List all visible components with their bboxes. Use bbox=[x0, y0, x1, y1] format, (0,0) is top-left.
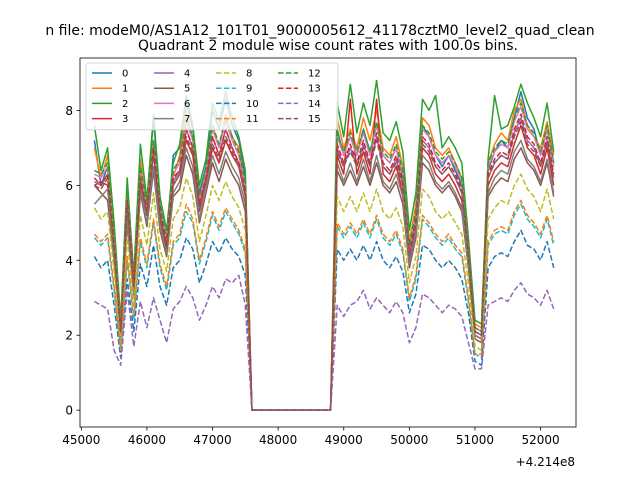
y-tick-label: 6 bbox=[65, 179, 73, 193]
legend-label-8: 8 bbox=[246, 69, 252, 80]
legend-label-10: 10 bbox=[246, 99, 259, 110]
legend-label-11: 11 bbox=[246, 114, 259, 125]
series-line-15 bbox=[94, 120, 555, 411]
chart-title: Quadrant 2 module wise count rates with … bbox=[138, 38, 518, 54]
legend-label-14: 14 bbox=[308, 99, 321, 110]
legend-label-9: 9 bbox=[246, 84, 252, 95]
legend-label-6: 6 bbox=[184, 99, 190, 110]
y-tick-label: 4 bbox=[65, 254, 73, 268]
legend-label-15: 15 bbox=[308, 114, 321, 125]
x-tick-label: 49000 bbox=[325, 433, 363, 447]
legend-label-12: 12 bbox=[308, 69, 321, 80]
x-tick-label: 45000 bbox=[62, 433, 100, 447]
series-group bbox=[93, 79, 555, 411]
x-tick-label: 48000 bbox=[259, 433, 297, 447]
y-tick-label: 0 bbox=[65, 404, 73, 418]
legend-label-13: 13 bbox=[308, 84, 321, 95]
legend-label-5: 5 bbox=[184, 84, 190, 95]
axes-frame bbox=[79, 57, 577, 428]
legend-label-3: 3 bbox=[122, 114, 128, 125]
legend-box bbox=[85, 62, 339, 131]
x-tick-label: 47000 bbox=[193, 433, 231, 447]
x-tick-label: 52000 bbox=[521, 433, 559, 447]
legend-label-4: 4 bbox=[184, 69, 190, 80]
x-tick-label: 46000 bbox=[128, 433, 166, 447]
legend-label-2: 2 bbox=[122, 99, 128, 110]
legend-label-7: 7 bbox=[184, 114, 190, 125]
x-offset-label: +4.214e8 bbox=[516, 455, 575, 469]
y-tick-label: 8 bbox=[65, 104, 73, 118]
x-tick-label: 51000 bbox=[456, 433, 494, 447]
legend-label-1: 1 bbox=[122, 84, 128, 95]
figure-suptitle: n file: modeM0/AS1A12_101T01_9000005612_… bbox=[45, 23, 594, 39]
y-tick-label: 2 bbox=[65, 329, 73, 343]
legend-label-0: 0 bbox=[122, 69, 128, 80]
plot-area: 45000 46000 47000 48000 49000 50000 51000 52000… bbox=[62, 57, 577, 447]
x-tick-label: 50000 bbox=[390, 433, 428, 447]
